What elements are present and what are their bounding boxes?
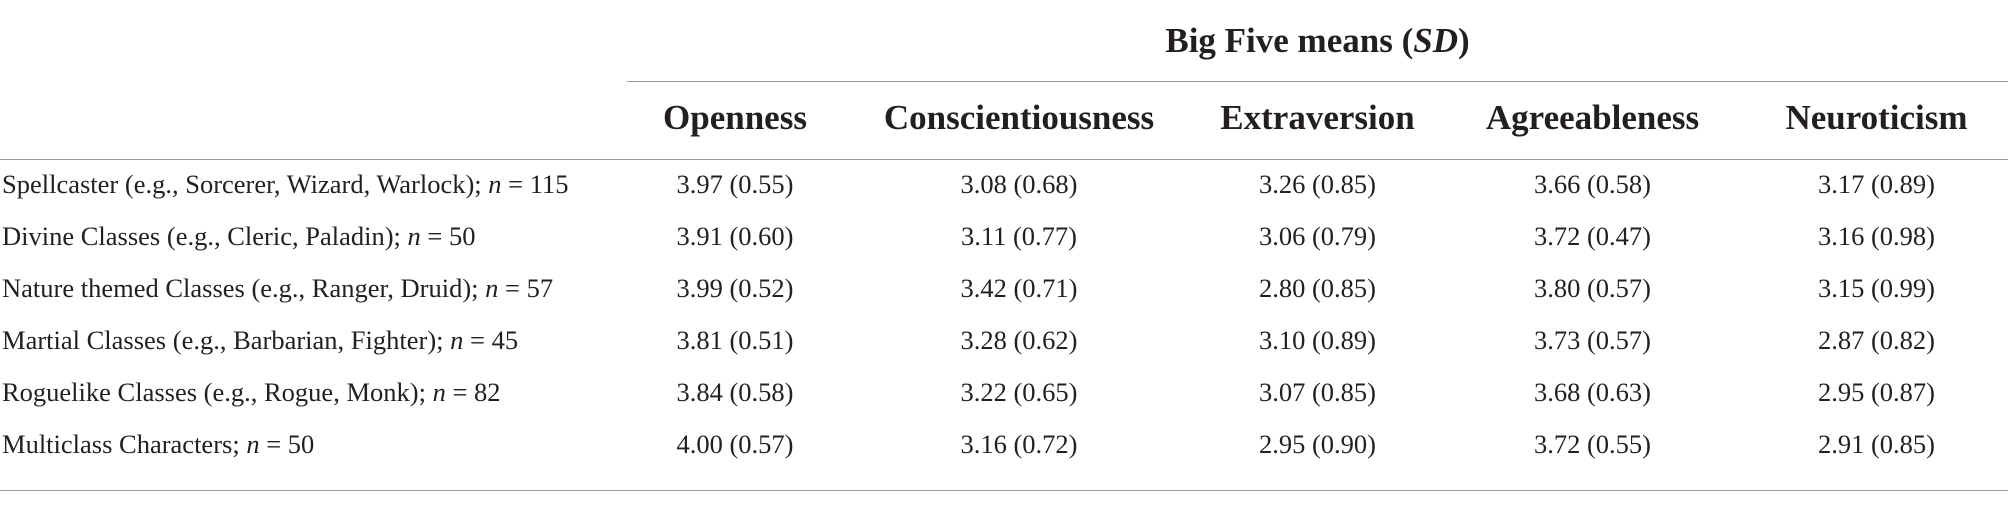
group-rule: [627, 81, 2008, 82]
table-cell: 3.28 (0.62): [960, 325, 1078, 355]
table-cell: 3.06 (0.79): [1258, 221, 1377, 251]
table-row: Roguelike Classes (e.g., Rogue, Monk); n…: [0, 366, 2008, 418]
table-cell: 3.99 (0.52): [676, 273, 794, 303]
row-n-symbol: n: [432, 377, 446, 407]
table-cell: 3.81 (0.51): [676, 325, 794, 355]
row-n-value: = 115: [501, 169, 569, 199]
table-cell: 2.80 (0.85): [1258, 273, 1377, 303]
table-cell: 2.95 (0.90): [1258, 429, 1377, 459]
table-cell: 3.16 (0.98): [1817, 221, 1936, 251]
row-label-text: Spellcaster (e.g., Sorcerer, Wizard, War…: [2, 169, 489, 199]
table-row: Spellcaster (e.g., Sorcerer, Wizard, War…: [0, 158, 2008, 210]
column-header-agreeableness: Agreeableness: [1485, 98, 1700, 137]
table-cell: 3.97 (0.55): [676, 169, 794, 199]
row-label: Divine Classes (e.g., Cleric, Paladin); …: [2, 210, 475, 262]
header-rule: [0, 159, 2008, 160]
row-n-symbol: n: [485, 273, 499, 303]
table-cell: 3.11 (0.77): [960, 221, 1078, 251]
table-cell: 3.84 (0.58): [676, 377, 794, 407]
table-cell: 3.26 (0.85): [1258, 169, 1377, 199]
table-cell: 3.68 (0.63): [1533, 377, 1652, 407]
group-header-prefix: Big Five means (: [1165, 21, 1414, 60]
row-label: Spellcaster (e.g., Sorcerer, Wizard, War…: [2, 158, 569, 210]
table-cell: 3.07 (0.85): [1258, 377, 1377, 407]
row-label-text: Multiclass Characters;: [2, 429, 247, 459]
row-n-symbol: n: [246, 429, 260, 459]
column-header-conscientiousness: Conscientiousness: [883, 98, 1155, 137]
row-n-symbol: n: [450, 325, 464, 355]
group-header-suffix: ): [1457, 21, 1470, 60]
column-header-neuroticism: Neuroticism: [1785, 98, 1968, 137]
table-cell: 3.72 (0.55): [1533, 429, 1652, 459]
row-label: Nature themed Classes (e.g., Ranger, Dru…: [2, 262, 553, 314]
table-cell: 2.87 (0.82): [1817, 325, 1936, 355]
table-row: Martial Classes (e.g., Barbarian, Fighte…: [0, 314, 2008, 366]
row-n-value: = 50: [259, 429, 315, 459]
column-header-openness: Openness: [663, 98, 807, 137]
row-label: Multiclass Characters; n = 50: [2, 418, 314, 470]
column-header-extraversion: Extraversion: [1220, 98, 1415, 137]
row-label-text: Divine Classes (e.g., Cleric, Paladin);: [2, 221, 408, 251]
row-n-value: = 82: [445, 377, 501, 407]
bottom-rule: [0, 490, 2008, 491]
table-row: Nature themed Classes (e.g., Ranger, Dru…: [0, 262, 2008, 314]
table-cell: 3.08 (0.68): [960, 169, 1078, 199]
row-label: Roguelike Classes (e.g., Rogue, Monk); n…: [2, 366, 501, 418]
table-cell: 3.80 (0.57): [1533, 273, 1652, 303]
row-label-text: Martial Classes (e.g., Barbarian, Fighte…: [2, 325, 451, 355]
group-header-italic: SD: [1413, 21, 1458, 60]
row-label: Martial Classes (e.g., Barbarian, Fighte…: [2, 314, 518, 366]
row-n-value: = 50: [420, 221, 476, 251]
table-cell: 3.16 (0.72): [960, 429, 1078, 459]
row-n-value: = 45: [463, 325, 519, 355]
table-cell: 3.91 (0.60): [676, 221, 794, 251]
table-row: Divine Classes (e.g., Cleric, Paladin); …: [0, 210, 2008, 262]
table-cell: 2.91 (0.85): [1817, 429, 1936, 459]
row-label-text: Roguelike Classes (e.g., Rogue, Monk);: [2, 377, 433, 407]
table-cell: 3.15 (0.99): [1817, 273, 1936, 303]
row-label-text: Nature themed Classes (e.g., Ranger, Dru…: [2, 273, 486, 303]
table-cell: 2.95 (0.87): [1817, 377, 1936, 407]
table-cell: 3.10 (0.89): [1258, 325, 1377, 355]
table-cell: 3.73 (0.57): [1533, 325, 1652, 355]
row-n-symbol: n: [407, 221, 421, 251]
group-header: Big Five means (SD): [627, 18, 2008, 64]
table-cell: 3.22 (0.65): [960, 377, 1078, 407]
table-cell: 3.42 (0.71): [960, 273, 1078, 303]
row-n-value: = 57: [498, 273, 554, 303]
table-cell: 4.00 (0.57): [676, 429, 794, 459]
table-row: Multiclass Characters; n = 50 4.00 (0.57…: [0, 418, 2008, 470]
table-cell: 3.17 (0.89): [1817, 169, 1936, 199]
table-cell: 3.66 (0.58): [1533, 169, 1652, 199]
table-cell: 3.72 (0.47): [1533, 221, 1652, 251]
row-n-symbol: n: [488, 169, 502, 199]
